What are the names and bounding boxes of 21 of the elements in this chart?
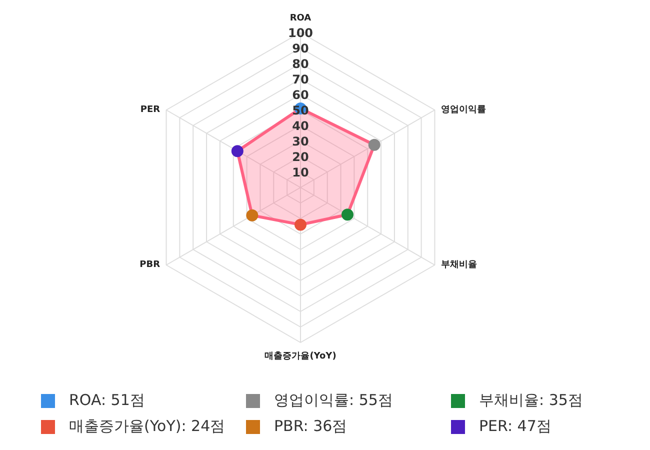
text: ROA: 51점: [69, 390, 145, 412]
y-tick-label: 90: [292, 42, 309, 56]
spoke-label: PBR: [140, 260, 160, 270]
text: 부채비율: 35점: [479, 390, 583, 412]
text: 매출증가율(YoY): 24점: [69, 416, 226, 438]
spoke-label: PER: [140, 105, 160, 115]
y-tick-label: 80: [292, 57, 309, 71]
text: PBR: 36점: [274, 416, 348, 438]
y-tick-label: 20: [292, 150, 309, 164]
y-tick-label: 100: [288, 26, 314, 40]
y-tick-label: 30: [292, 134, 309, 148]
y-tick-label: 10: [292, 166, 309, 180]
spoke-label: ROA: [290, 14, 312, 24]
y-tick-label: 40: [292, 119, 309, 133]
spoke-label: 매출증가율(YoY): [264, 350, 336, 362]
y-tick-label: 70: [292, 72, 309, 86]
spoke-label: 영업이익률: [440, 105, 486, 115]
text: PER: 47점: [479, 416, 552, 438]
y-tick-label: 60: [292, 88, 309, 102]
text: 영업이익률: 55점: [274, 390, 393, 412]
spoke-label: 부채비율: [440, 260, 477, 270]
